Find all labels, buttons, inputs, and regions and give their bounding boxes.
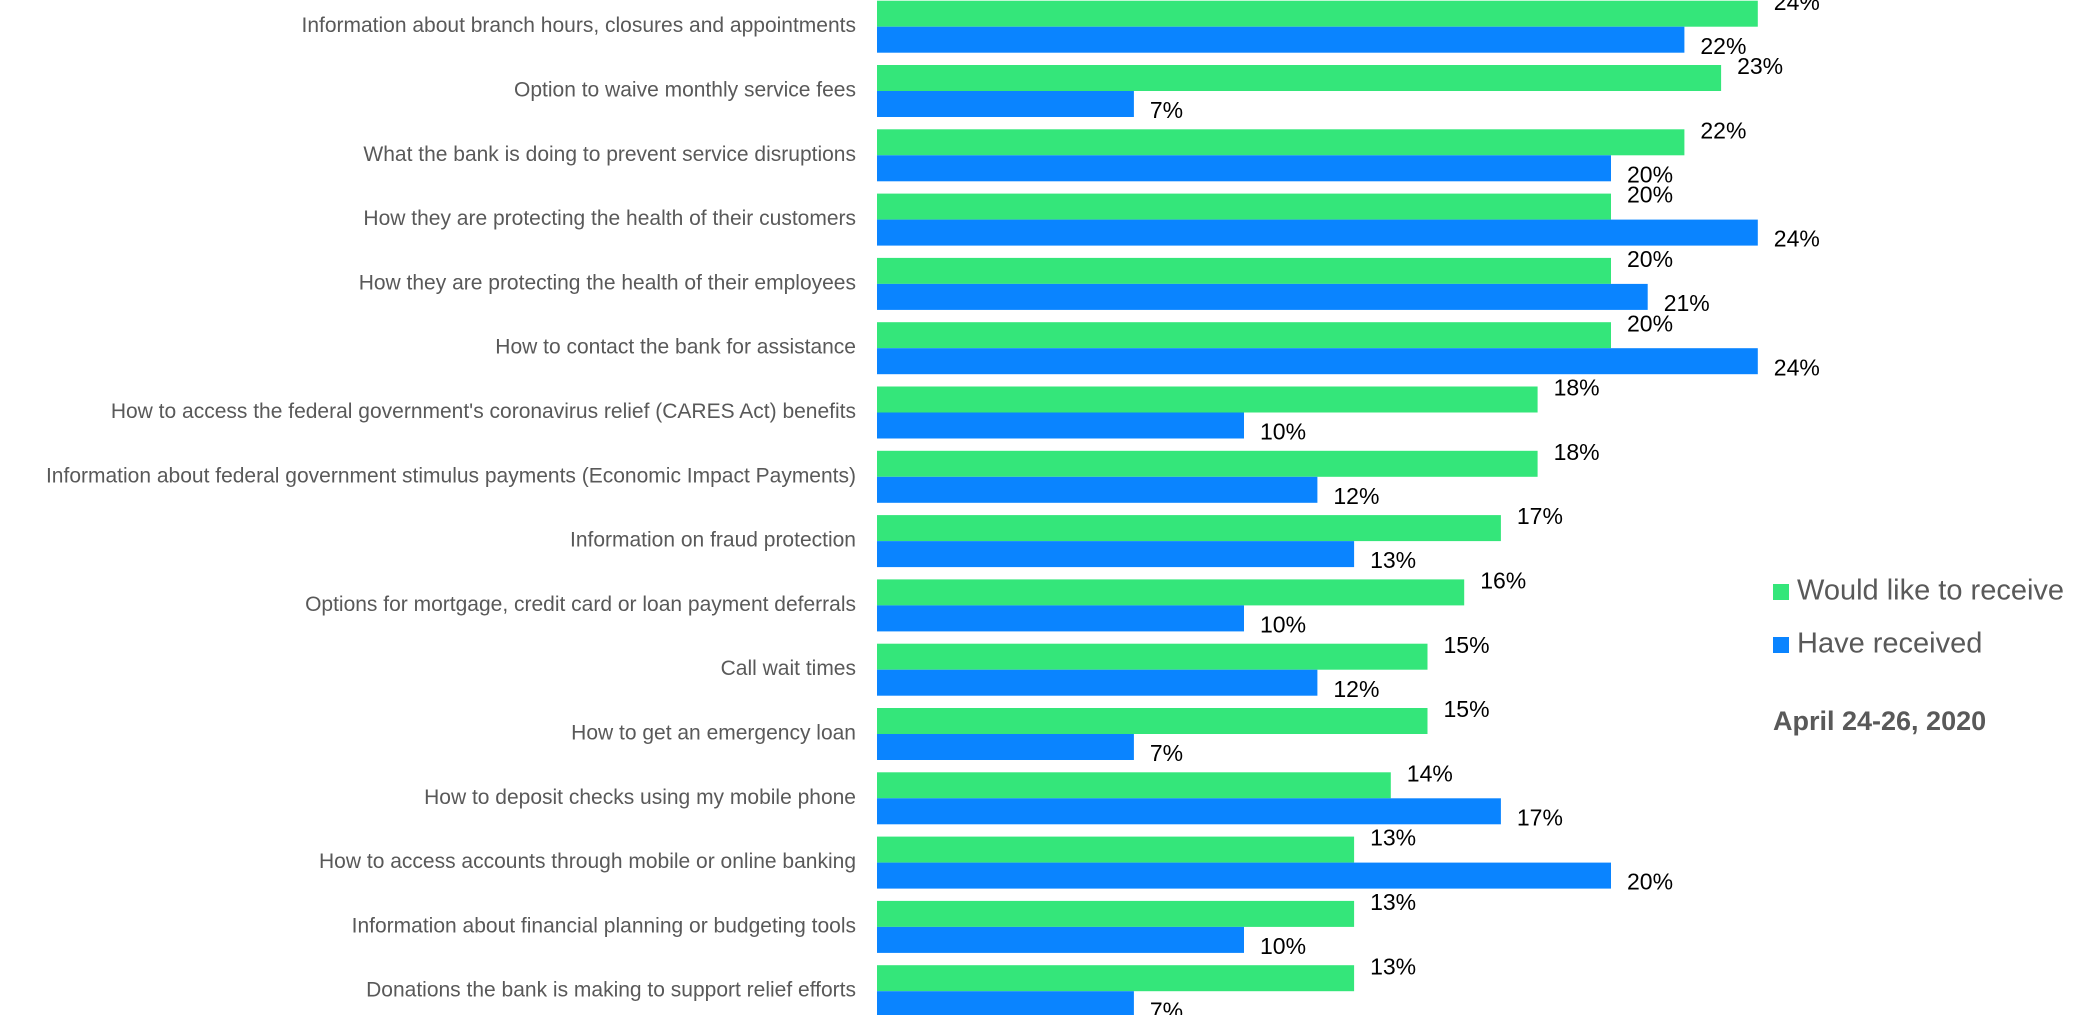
- bar: [877, 541, 1355, 568]
- value-label: 17%: [1517, 503, 1563, 529]
- value-label: 7%: [1150, 740, 1183, 766]
- bar: [877, 257, 1611, 284]
- category-label: How to contact the bank for assistance: [495, 336, 856, 359]
- category-label: How to access accounts through mobile or…: [319, 850, 856, 873]
- bar: [877, 643, 1428, 670]
- bar: [877, 605, 1244, 632]
- bar: [877, 965, 1355, 992]
- bar: [877, 836, 1355, 863]
- category-label: Call wait times: [721, 657, 856, 680]
- value-label: 18%: [1554, 439, 1600, 465]
- category-label: Information on fraud protection: [570, 529, 856, 552]
- bar: [877, 91, 1134, 117]
- legend-label: Would like to receive: [1797, 575, 2064, 607]
- value-label: 10%: [1260, 933, 1306, 959]
- value-label: 20%: [1627, 161, 1673, 187]
- value-label: 20%: [1627, 869, 1673, 895]
- value-label: 22%: [1700, 117, 1746, 143]
- bar: [877, 412, 1244, 439]
- category-label: Options for mortgage, credit card or loa…: [305, 593, 856, 616]
- category-label: Donations the bank is making to support …: [366, 979, 856, 1002]
- value-label: 15%: [1444, 696, 1490, 722]
- value-label: 10%: [1260, 611, 1306, 637]
- value-label: 13%: [1370, 889, 1416, 915]
- category-label: How they are protecting the health of th…: [363, 207, 856, 230]
- bar: [877, 129, 1685, 156]
- value-label: 20%: [1627, 182, 1673, 208]
- value-label: 24%: [1774, 354, 1820, 380]
- bar: [877, 155, 1611, 182]
- value-label: 23%: [1737, 53, 1783, 79]
- bar: [877, 579, 1465, 606]
- bar: [877, 193, 1611, 220]
- date-annotation: April 24-26, 2020: [1773, 706, 1986, 736]
- category-label: Information about federal government sti…: [46, 464, 856, 487]
- value-label: 13%: [1370, 953, 1416, 979]
- value-label: 10%: [1260, 419, 1306, 445]
- value-label: 13%: [1370, 547, 1416, 573]
- bar: [877, 386, 1538, 413]
- category-label: Option to waive monthly service fees: [514, 79, 856, 102]
- category-label: How to get an emergency loan: [571, 722, 856, 745]
- category-label: How to deposit checks using my mobile ph…: [424, 786, 856, 809]
- value-label: 13%: [1370, 825, 1416, 851]
- legend-swatch: [1773, 637, 1789, 653]
- category-label: Information about branch hours, closures…: [301, 14, 856, 37]
- bar: [877, 26, 1685, 53]
- bar: [877, 708, 1428, 734]
- bar: [877, 283, 1648, 310]
- value-label: 22%: [1700, 33, 1746, 59]
- bar: [877, 798, 1501, 825]
- category-label: Information about financial planning or …: [352, 914, 856, 937]
- bar: [877, 322, 1611, 349]
- category-label: How they are protecting the health of th…: [359, 271, 856, 294]
- value-label: 12%: [1333, 483, 1379, 509]
- bar: [877, 900, 1355, 927]
- legend-swatch: [1773, 584, 1789, 600]
- bar: [877, 476, 1318, 503]
- bar: [877, 862, 1611, 889]
- value-label: 20%: [1627, 310, 1673, 336]
- value-label: 17%: [1517, 804, 1563, 830]
- bar: [877, 669, 1318, 696]
- bar: [877, 219, 1758, 246]
- value-label: 7%: [1150, 97, 1183, 123]
- bar: [877, 0, 1758, 27]
- bar: [877, 991, 1134, 1015]
- value-label: 24%: [1774, 226, 1820, 252]
- value-label: 18%: [1554, 375, 1600, 401]
- value-label: 24%: [1774, 0, 1820, 15]
- bar: [877, 734, 1134, 760]
- bar: [877, 348, 1758, 375]
- legend-label: Have received: [1797, 628, 1982, 660]
- bar: [877, 515, 1501, 542]
- value-label: 12%: [1333, 676, 1379, 702]
- category-label: How to access the federal government's c…: [111, 400, 856, 423]
- value-label: 21%: [1664, 290, 1710, 316]
- bar: [877, 65, 1722, 91]
- category-label: What the bank is doing to prevent servic…: [363, 143, 856, 166]
- value-label: 20%: [1627, 246, 1673, 272]
- bar: [877, 772, 1391, 799]
- bar: [877, 926, 1244, 953]
- value-label: 7%: [1150, 997, 1183, 1015]
- value-label: 15%: [1444, 632, 1490, 658]
- value-label: 16%: [1480, 567, 1526, 593]
- value-label: 14%: [1407, 760, 1453, 786]
- bar: [877, 450, 1538, 477]
